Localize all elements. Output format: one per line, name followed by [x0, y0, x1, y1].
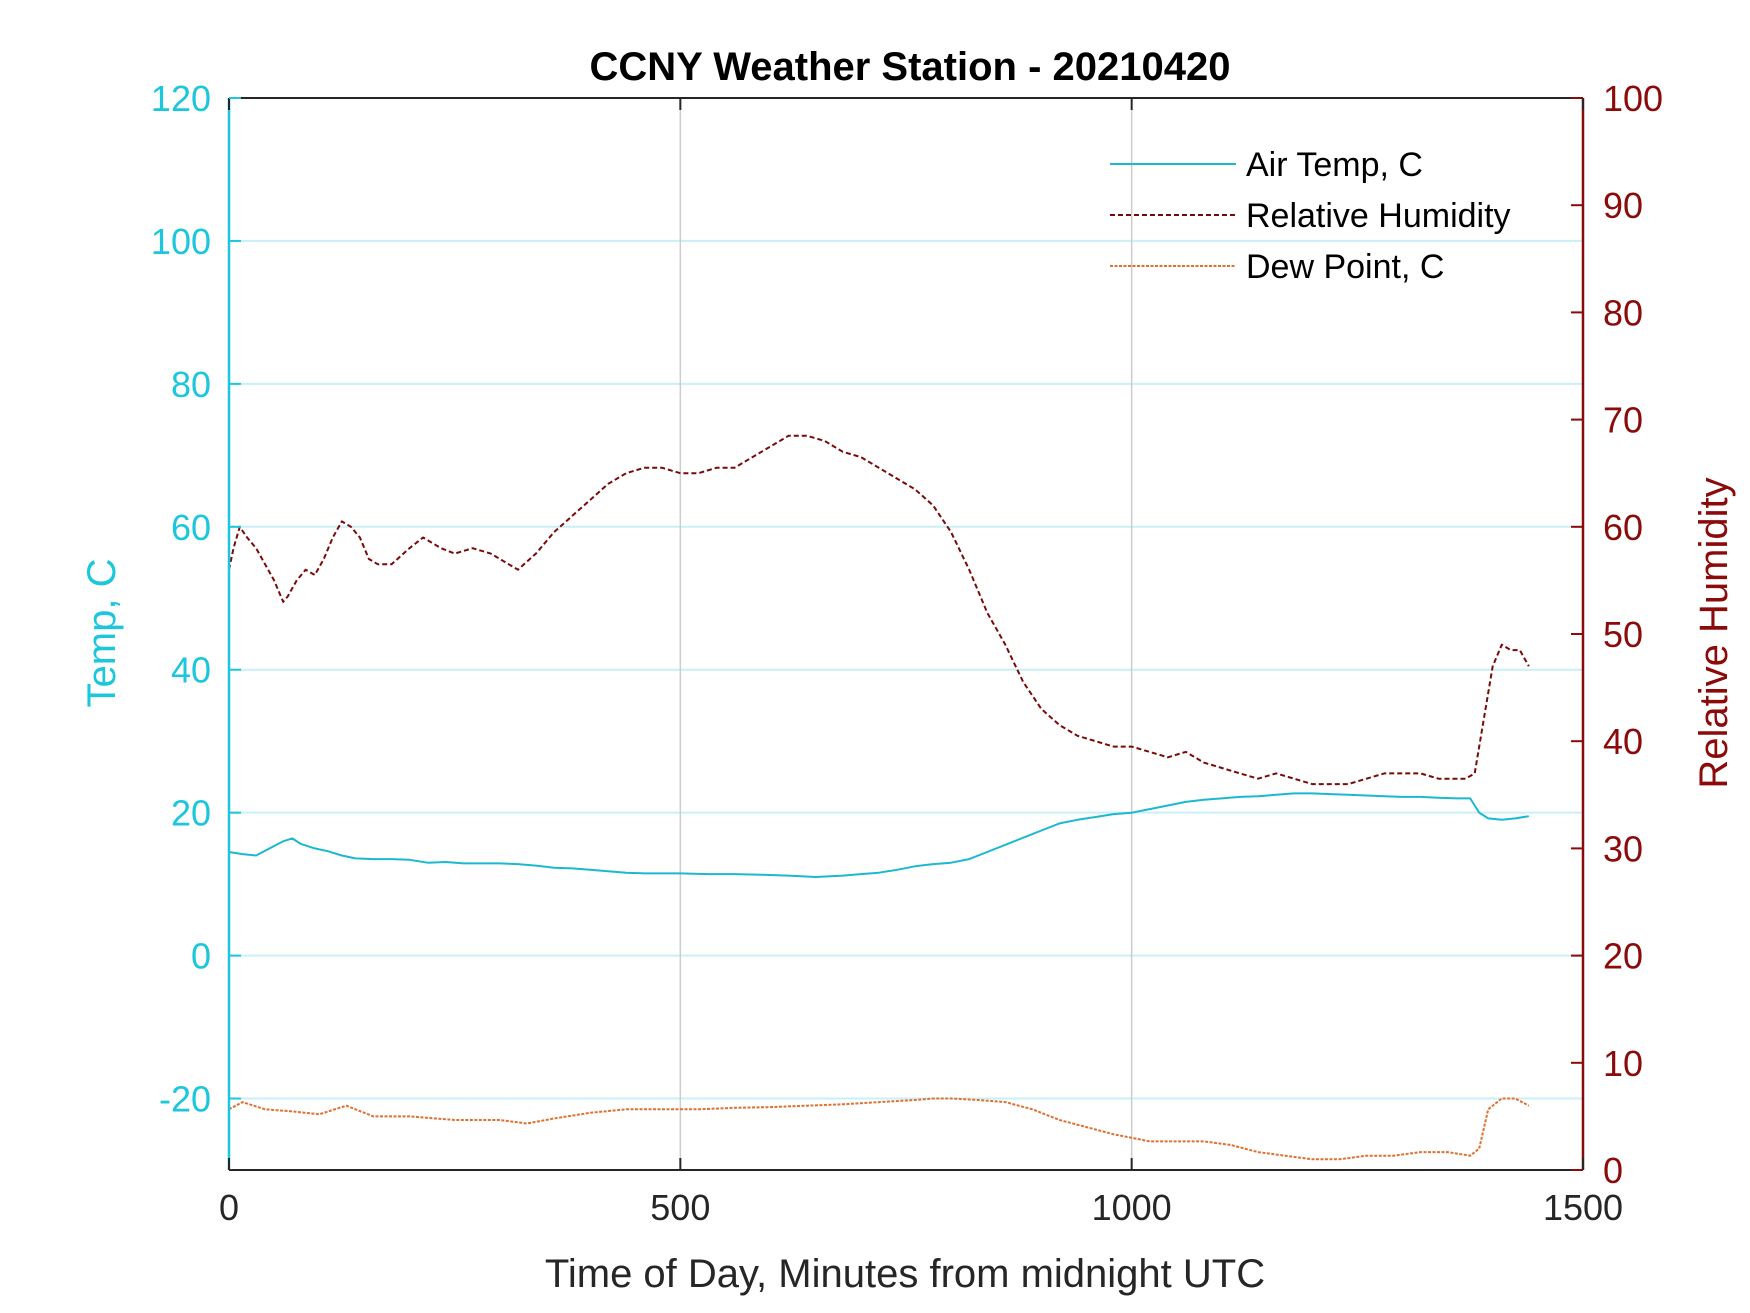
legend: Air Temp, C Relative Humidity Dew Point, C: [1110, 146, 1511, 286]
x-tick-label: 500: [650, 1187, 710, 1228]
series-layer: [228, 434, 1530, 1161]
y-left-tick-label: 60: [171, 507, 211, 548]
legend-label: Dew Point, C: [1246, 248, 1444, 286]
x-tick-label: 1000: [1092, 1187, 1172, 1228]
y-right-tick-label: 40: [1603, 721, 1643, 762]
y-right-tick-label: 10: [1603, 1043, 1643, 1084]
x-axis-label: Time of Day, Minutes from midnight UTC: [545, 1252, 1265, 1296]
y-right-tick-label: 50: [1603, 614, 1643, 655]
y-right-tick-label: 20: [1603, 936, 1643, 977]
y-right-tick-label: 80: [1603, 292, 1643, 333]
y-right-tick-label: 90: [1603, 185, 1643, 226]
y-right-tick-label: 30: [1603, 828, 1643, 869]
y-right-tick-label: 0: [1603, 1150, 1623, 1191]
x-tick-label: 0: [219, 1187, 239, 1228]
y-left-tick-label: 80: [171, 364, 211, 405]
legend-label: Relative Humidity: [1246, 197, 1511, 235]
series-line-air-temp-c: [228, 792, 1529, 878]
y-left-tick-label: -20: [159, 1079, 211, 1120]
y-left-tick-label: 120: [151, 78, 211, 119]
y-left-tick-label: 100: [151, 221, 211, 262]
chart-title: CCNY Weather Station - 20210420: [590, 45, 1231, 89]
y-axis-left-label: Temp, C: [80, 559, 124, 708]
y-axis-right-label: Relative Humidity: [1692, 477, 1736, 788]
series-line-relative-humidity: [228, 434, 1530, 786]
y-right-tick-label: 70: [1603, 400, 1643, 441]
y-right-tick-label: 60: [1603, 507, 1643, 548]
x-tick-label: 1500: [1543, 1187, 1623, 1228]
axes-layer: 0 500 1000 1500 -20 0 20 40 60 80 100 120 0 10 20 30 40 5…: [151, 78, 1663, 1228]
y-right-tick-label: 100: [1603, 78, 1663, 119]
series-line-dew-point-c: [228, 1097, 1530, 1161]
y-left-tick-label: 40: [171, 650, 211, 691]
legend-label: Air Temp, C: [1246, 146, 1423, 184]
y-left-tick-label: 20: [171, 793, 211, 834]
y-left-tick-label: 0: [191, 936, 211, 977]
